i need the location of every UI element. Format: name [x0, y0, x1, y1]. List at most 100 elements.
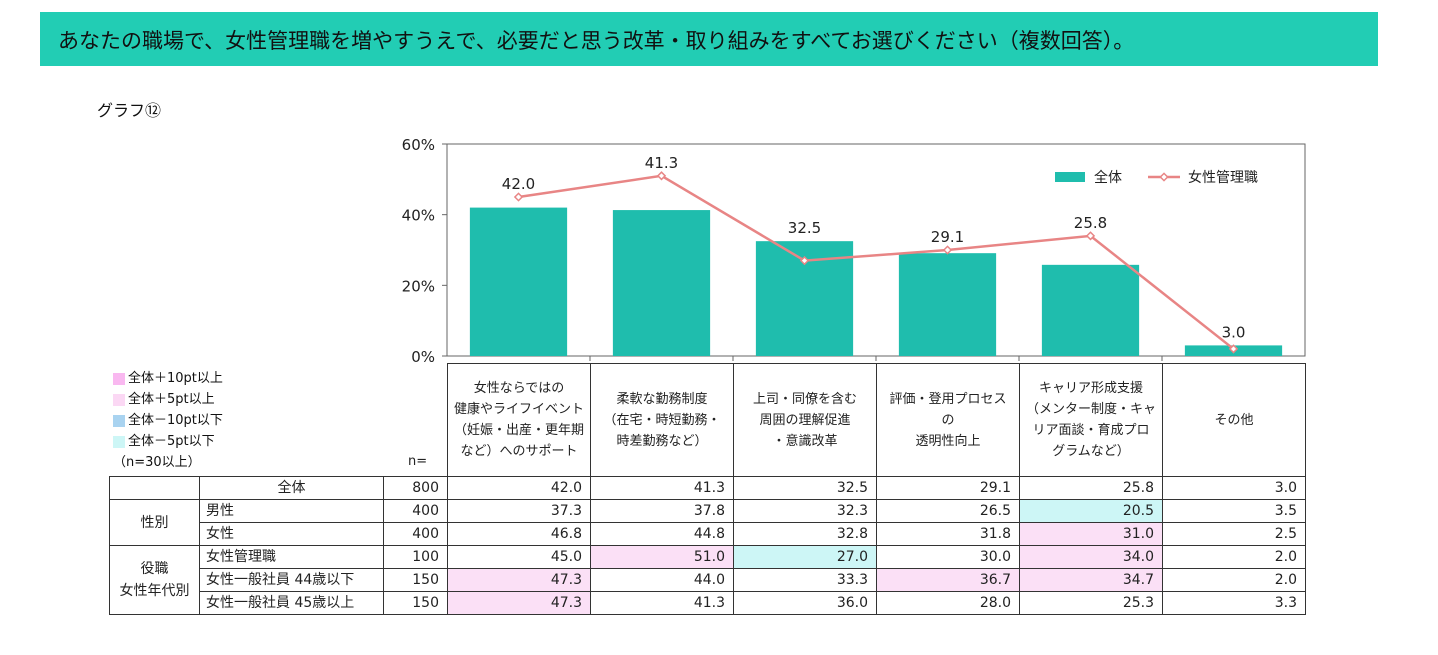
row-n: 400 [383, 499, 448, 523]
legend-label: 全体 [1094, 169, 1122, 186]
row-label: 女性一般社員 44歳以下 [199, 568, 384, 592]
line-marker [513, 192, 524, 202]
row-n: 400 [383, 522, 448, 546]
line-marker [942, 245, 953, 255]
chart-legend: 全体 女性管理職 [1055, 169, 1258, 186]
value-cell: 41.3 [590, 591, 734, 615]
table-row: 全体 800 42.0 41.3 32.5 29.1 25.8 3.0 [109, 476, 1306, 500]
value-cell: 26.5 [876, 499, 1020, 523]
value-cell: 41.3 [590, 476, 734, 500]
key-label: 全体＋5pt以上 [128, 392, 215, 407]
table-header-row: 女性ならではの 健康やライフイベント （妊娠・出産・更年期 など）へのサポート 柔軟な勤… [110, 363, 1306, 477]
y-tick-label: 60% [402, 136, 435, 154]
value-cell: 28.0 [876, 591, 1020, 615]
group-cell: 性別 [109, 499, 200, 546]
legend-label: 女性管理職 [1188, 169, 1258, 186]
column-header-line: （妊娠・出産・更年期 [453, 423, 584, 438]
column-header-line: 上司・同僚を含む [752, 391, 857, 407]
value-cell: 31.8 [876, 522, 1020, 546]
value-cell: 32.5 [733, 476, 877, 500]
value-cell: 33.3 [733, 568, 877, 592]
question-title: あなたの職場で、女性管理職を増やすうえで、必要だと思う改革・取り組みをすべてお選… [58, 29, 1135, 53]
column-header-line: 透明性向上 [915, 433, 981, 449]
row-n: 800 [383, 476, 448, 500]
bar [469, 207, 568, 356]
table-row: 性別 男性 400 37.3 37.8 32.3 26.5 20.5 3.5 [109, 499, 1306, 546]
key-row-pos5: 全体＋5pt以上 [113, 389, 223, 410]
column-header-line: リア面談・育成プロ [1032, 423, 1150, 438]
value-cell: 27.0 [733, 545, 877, 569]
row-label: 女性管理職 [199, 545, 384, 569]
column-header: 上司・同僚を含む 周囲の理解促進 ・意識改革 [733, 363, 877, 477]
key-row-pos10: 全体＋10pt以上 [113, 368, 223, 389]
value-cell: 3.0 [1162, 476, 1306, 500]
column-header-line: 健康やライフイベント [453, 402, 584, 417]
row-n: 150 [383, 568, 448, 592]
key-label: 全体－5pt以下 [128, 434, 215, 449]
key-label: 全体＋10pt以上 [128, 371, 223, 386]
table-row: 女性一般社員 44歳以下 150 47.3 44.0 33.3 36.7 34.7 2.0 [110, 568, 1306, 592]
value-cell: 47.3 [447, 568, 591, 592]
value-cell: 20.5 [1019, 499, 1163, 523]
line-marker [656, 171, 667, 181]
value-cell: 29.1 [876, 476, 1020, 500]
bar-layer [469, 207, 1283, 356]
key-row-neg5: 全体－5pt以下 [113, 431, 223, 452]
data-label: 29.1 [931, 228, 964, 246]
value-cell: 2.0 [1162, 545, 1306, 569]
data-label: 41.3 [645, 154, 678, 172]
value-cell: 25.8 [1019, 476, 1163, 500]
highlight-key: 全体＋10pt以上 全体＋5pt以上 全体－10pt以下 全体－5pt以下 （n… [113, 368, 223, 473]
bar [612, 210, 711, 356]
row-label: 女性一般社員 45歳以上 [199, 591, 384, 615]
column-header-line: キャリア形成支援 [1038, 381, 1143, 396]
column-header-line: の [941, 412, 955, 428]
value-cell: 2.0 [1162, 568, 1306, 592]
group-cell: 役職 女性年代別 [109, 545, 200, 615]
data-label: 3.0 [1222, 323, 1246, 341]
data-label: 42.0 [502, 175, 535, 193]
key-label: 全体－10pt以下 [128, 413, 223, 428]
value-cell: 3.5 [1162, 499, 1306, 523]
value-cell: 34.7 [1019, 568, 1163, 592]
column-header: キャリア形成支援 （メンター制度・キャ リア面談・育成プロ グラムなど） [1019, 363, 1163, 477]
table-row: 役職 女性年代別 女性管理職 100 45.0 51.0 27.0 30.0 34.0 2.0 [109, 545, 1306, 615]
bar-line-chart: 0% 20% 40% 60% 42.0 41.3 32.5 29.1 25.8 3.0 全体 女性… [402, 136, 1306, 366]
line-layer [513, 171, 1239, 354]
column-header-line: ・意識改革 [772, 433, 838, 449]
bar [898, 253, 997, 356]
swatch-pos5 [113, 393, 125, 406]
value-cell: 37.3 [447, 499, 591, 523]
column-header: 柔軟な勤務制度 （在宅・時短勤務・ 時差勤務など） [590, 363, 734, 477]
column-header: 評価・登用プロセスの透明性向上 [876, 363, 1020, 477]
legend-swatch-bar [1055, 172, 1085, 182]
column-header: 女性ならではの 健康やライフイベント （妊娠・出産・更年期 など）へのサポート [447, 363, 591, 477]
value-cell: 44.8 [590, 522, 734, 546]
value-cell: 36.7 [876, 568, 1020, 592]
column-header-line: など）へのサポート [460, 444, 578, 459]
group-cell-line: 女性年代別 [119, 583, 190, 599]
y-tick-label: 40% [402, 207, 435, 225]
line-marker [1085, 231, 1096, 241]
column-header-line: グラムなど） [1052, 444, 1130, 459]
swatch-neg5 [113, 435, 125, 448]
legend-marker [1159, 172, 1169, 182]
value-cell: 46.8 [447, 522, 591, 546]
value-cell: 32.3 [733, 499, 877, 523]
line-marker [799, 255, 810, 266]
column-header-line: 評価・登用プロセス [889, 391, 1007, 407]
header-bar: あなたの職場で、女性管理職を増やすうえで、必要だと思う改革・取り組みをすべてお選… [40, 12, 1378, 66]
bar [1041, 264, 1140, 356]
value-cell: 30.0 [876, 545, 1020, 569]
graph-label: グラフ⑫ [97, 101, 162, 120]
label-layer: 42.0 41.3 32.5 29.1 25.8 3.0 [502, 154, 1246, 342]
line-series [518, 174, 1235, 350]
data-label: 25.8 [1074, 214, 1107, 232]
key-row-neg10: 全体－10pt以下 [113, 410, 223, 431]
value-cell: 42.0 [447, 476, 591, 500]
column-header-line: 時差勤務など） [616, 433, 708, 449]
value-cell: 3.3 [1162, 591, 1306, 615]
value-cell: 2.5 [1162, 522, 1306, 546]
y-tick-label: 20% [402, 277, 435, 295]
table-row: 女性一般社員 45歳以上 150 47.3 41.3 36.0 28.0 25.3 3.3 [110, 591, 1306, 615]
